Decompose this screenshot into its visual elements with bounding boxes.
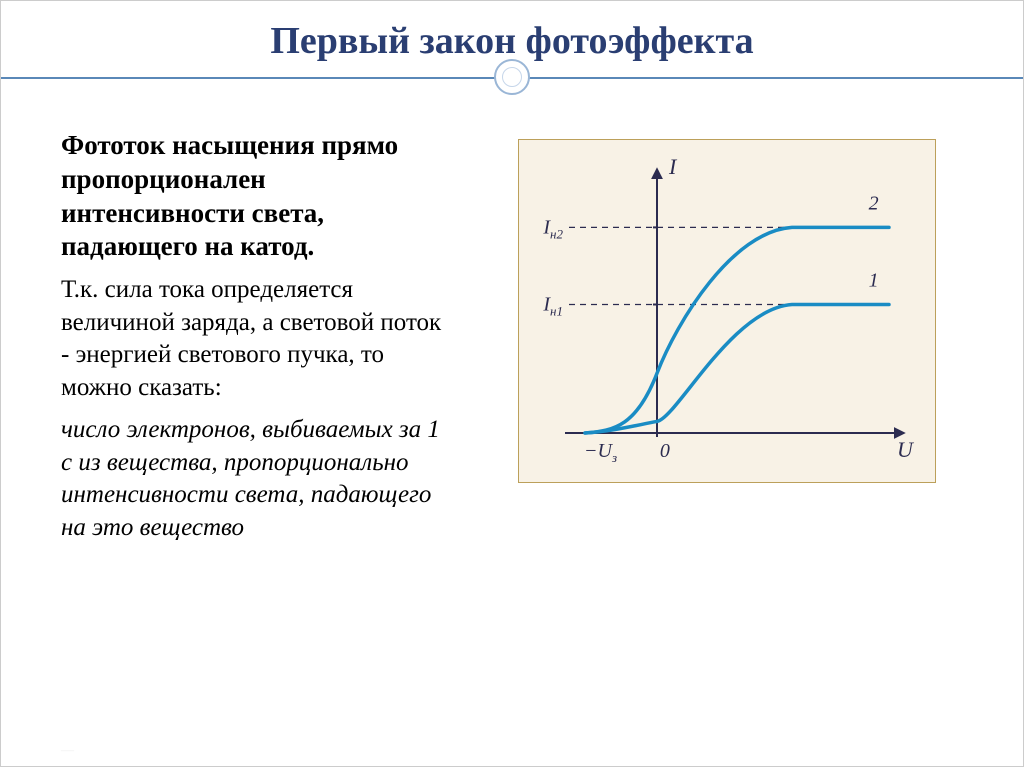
title-decoration-circle	[494, 59, 530, 95]
text-column: Фототок насыщения прямо пропорционален и…	[61, 129, 451, 544]
svg-text:2: 2	[869, 192, 879, 214]
title-bar: Первый закон фотоэффекта	[1, 1, 1023, 79]
svg-text:U: U	[897, 437, 915, 462]
content-area: Фототок насыщения прямо пропорционален и…	[1, 79, 1023, 544]
slide: Первый закон фотоэффекта Фототок насыщен…	[0, 0, 1024, 767]
svg-text:1: 1	[869, 270, 879, 292]
paragraph-italic: число электронов, выбиваемых за 1 с из в…	[61, 414, 451, 544]
chart-container: I U −Uз 0 Iн2 Iн1 2 1	[518, 139, 936, 483]
footer: —	[61, 742, 74, 758]
chart-column: I U −Uз 0 Iн2 Iн1 2 1	[481, 129, 973, 544]
svg-text:−Uз: −Uз	[584, 440, 617, 465]
svg-text:Iн1: Iн1	[542, 294, 563, 319]
paragraph-regular: Т.к. сила тока определяется величиной за…	[61, 274, 451, 404]
svg-text:0: 0	[660, 440, 670, 462]
svg-text:Iн2: Iн2	[542, 216, 563, 241]
paragraph-bold: Фототок насыщения прямо пропорционален и…	[61, 129, 451, 264]
saturation-current-chart: I U −Uз 0 Iн2 Iн1 2 1	[537, 158, 917, 468]
slide-title: Первый закон фотоэффекта	[270, 20, 753, 62]
svg-text:I: I	[668, 158, 678, 179]
